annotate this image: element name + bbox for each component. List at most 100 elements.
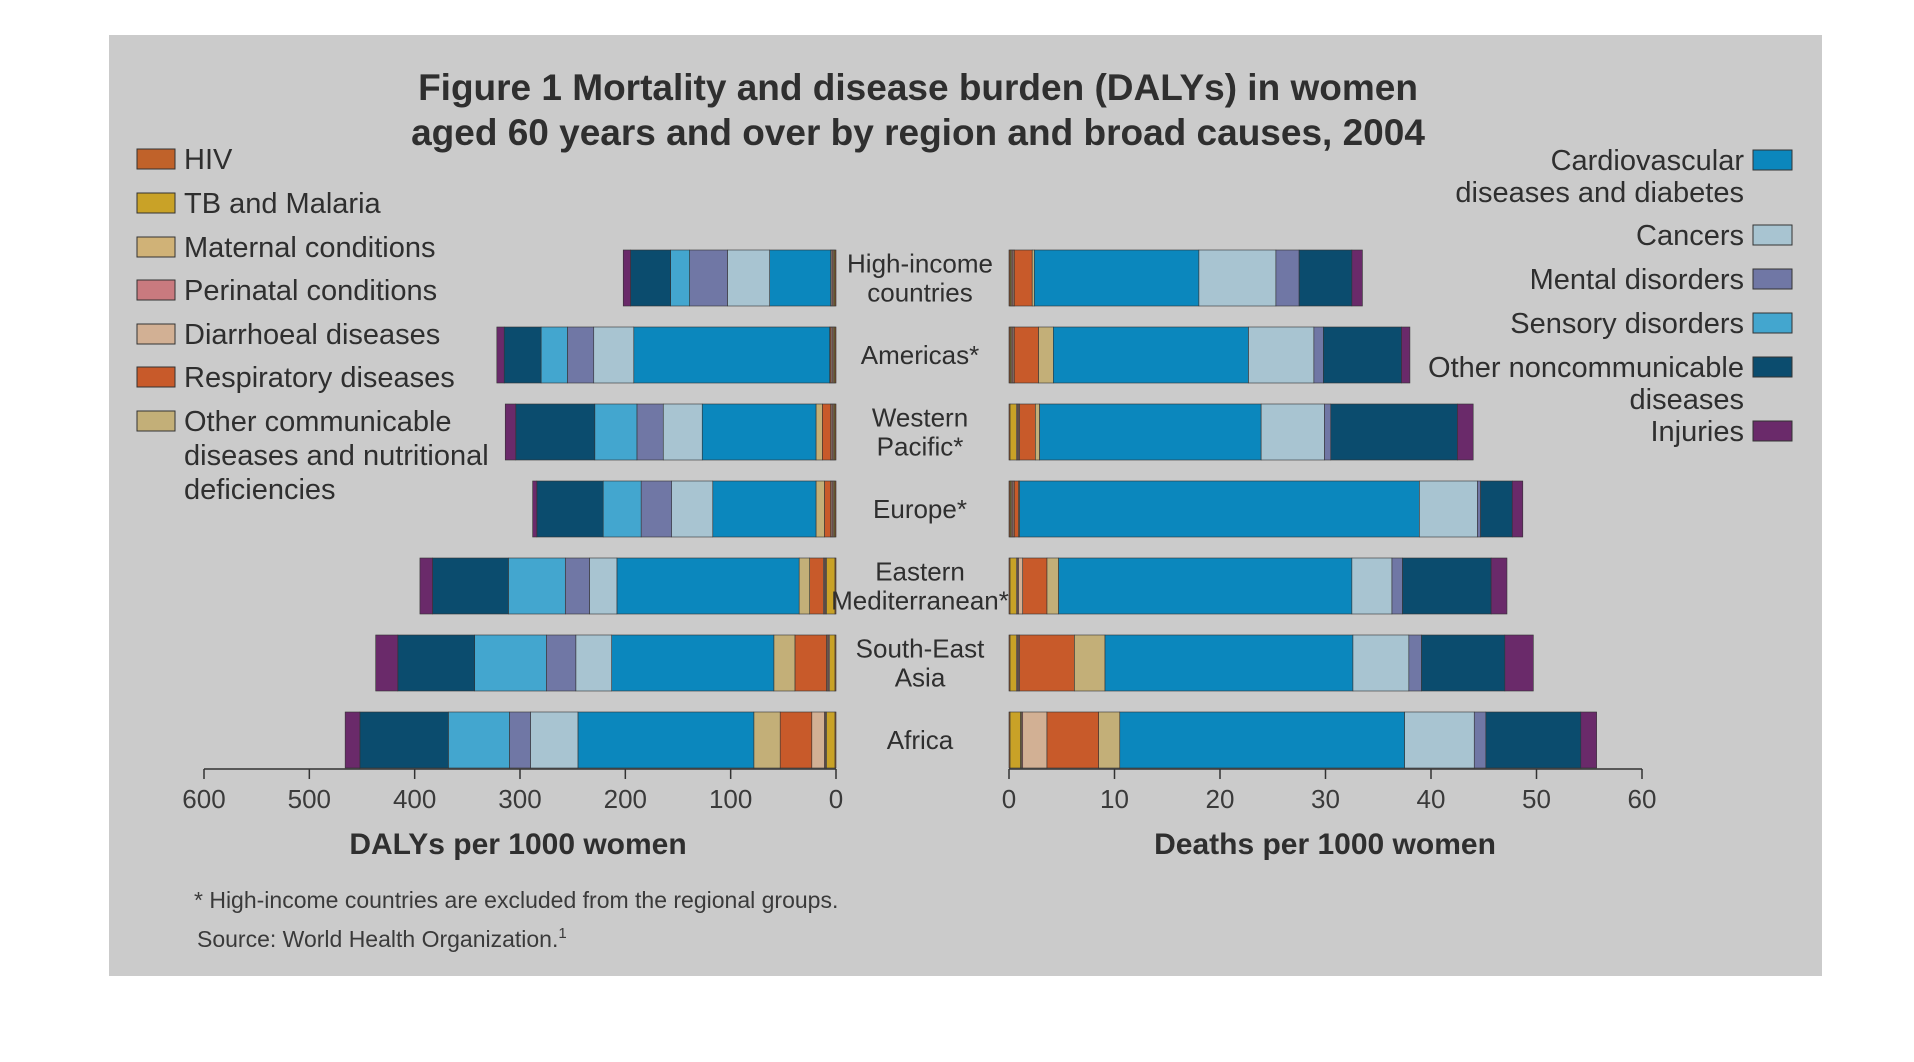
legend-swatch-mental-disorders (1752, 268, 1793, 290)
chart-title-line-1: Figure 1 Mortality and disease burden (D… (418, 67, 1418, 108)
legend-label-line: Other communicable (184, 406, 452, 438)
legend-label-cancers: Cancers (1636, 220, 1744, 252)
legend-label-respiratory-diseases: Respiratory diseases (184, 362, 455, 394)
deaths-bar-south-east-asia-other-communicable-diseases-and-nutritional-deficiencies (1074, 634, 1106, 692)
deaths-bar-europe-mental-disorders (1477, 480, 1481, 538)
dalys-bar-south-east-asia-sensory-disorders (474, 634, 547, 692)
deaths-bar-eastern-mediterranean-tb-and-malaria (1009, 557, 1017, 615)
deaths-bar-europe-cancers (1419, 480, 1478, 538)
dalys-tick-label: 0 (829, 784, 843, 814)
dalys-bar-africa-diarrhoeal-diseases (811, 711, 825, 769)
footnote: * High-income countries are excluded fro… (194, 887, 838, 913)
legend-label-hiv: HIV (184, 144, 233, 176)
dalys-bar-europe-injuries (532, 480, 538, 538)
deaths-bar-eastern-mediterranean-other-communicable-diseases-and-nutritional-deficiencies (1046, 557, 1059, 615)
legend-label-line: HIV (184, 144, 233, 176)
legend-swatch-injuries (1752, 420, 1793, 442)
legend-label-line: diseases (1630, 384, 1744, 416)
deaths-bar-south-east-asia-cancers (1352, 634, 1410, 692)
dalys-bar-americas-cardiovascular-diseases-and-diabetes (633, 326, 830, 384)
dalys-bar-south-east-asia-other-noncommunicable-diseases (397, 634, 475, 692)
legend-label-line: Cardiovascular (1551, 145, 1745, 177)
region-label-line: Africa (887, 725, 954, 755)
dalys-bars (344, 249, 837, 769)
chart-title: Figure 1 Mortality and disease burden (D… (411, 67, 1425, 153)
dalys-bar-south-east-asia-cardiovascular-diseases-and-diabetes (611, 634, 775, 692)
legend-label-line: Mental disorders (1530, 264, 1744, 296)
dalys-bar-africa-other-noncommunicable-diseases (359, 711, 449, 769)
deaths-bar-eastern-mediterranean-mental-disorders (1391, 557, 1403, 615)
region-label-line: Europe* (873, 494, 967, 524)
deaths-bar-americas-injuries (1401, 326, 1411, 384)
deaths-bar-western-pacific-other-communicable-diseases-and-nutritional-deficiencies (1035, 403, 1040, 461)
deaths-bar-europe-cardiovascular-diseases-and-diabetes (1019, 480, 1420, 538)
deaths-tick-label: 20 (1206, 784, 1235, 814)
dalys-bar-africa-mental-disorders (509, 711, 531, 769)
legend-swatch-cancers (1752, 224, 1793, 246)
dalys-bar-high-income-countries-sensory-disorders (670, 249, 690, 307)
dalys-bar-africa-cancers (530, 711, 579, 769)
dalys-axis-title: DALYs per 1000 women (349, 828, 686, 861)
deaths-bar-eastern-mediterranean-injuries (1490, 557, 1508, 615)
dalys-bar-eastern-mediterranean-cardiovascular-diseases-and-diabetes (616, 557, 800, 615)
dalys-bar-western-pacific-respiratory-diseases (822, 403, 832, 461)
legend-label-line: Injuries (1651, 416, 1745, 448)
dalys-bar-eastern-mediterranean-injuries (419, 557, 433, 615)
legend-swatch-tb-and-malaria (136, 192, 176, 214)
legend-label-other-communicable-diseases-and-nutritional-deficiencies: Other communicable diseases and nutrition… (184, 406, 489, 506)
deaths-bar-europe-respiratory-diseases (1013, 480, 1019, 538)
dalys-bar-western-pacific-cardiovascular-diseases-and-diabetes (701, 403, 817, 461)
source-superscript: 1 (558, 925, 566, 942)
legend-label-line: diseases and diabetes (1455, 177, 1744, 209)
dalys-bar-europe-other-communicable-diseases-and-nutritional-deficiencies (815, 480, 825, 538)
deaths-bar-eastern-mediterranean-respiratory-diseases (1022, 557, 1048, 615)
deaths-bar-americas-respiratory-diseases (1013, 326, 1039, 384)
legend-label-perinatal-conditions: Perinatal conditions (184, 275, 437, 307)
deaths-bar-western-pacific-other-noncommunicable-diseases (1330, 403, 1458, 461)
legend-swatch-maternal-conditions (136, 236, 176, 258)
legend-left: HIV TB and Malaria Maternal conditions Peri… (136, 144, 489, 506)
legend-label-line: Perinatal conditions (184, 275, 437, 307)
deaths-bar-africa-respiratory-diseases (1046, 711, 1099, 769)
dalys-tick-label: 300 (498, 784, 541, 814)
deaths-bar-europe-other-noncommunicable-diseases (1480, 480, 1513, 538)
deaths-axis-title: Deaths per 1000 women (1154, 828, 1496, 861)
dalys-axis: 600 500 400 300 200 100 0 (182, 768, 843, 814)
deaths-bar-western-pacific-cancers (1260, 403, 1325, 461)
legend-label-line: TB and Malaria (184, 188, 382, 220)
legend-swatch-cardiovascular-diseases-and-diabetes (1752, 149, 1793, 171)
dalys-bar-western-pacific-other-noncommunicable-diseases (515, 403, 596, 461)
legend-label-cardiovascular-diseases-and-diabetes: Cardiovascular diseases and diabetes (1455, 145, 1744, 209)
deaths-bar-south-east-asia-other-noncommunicable-diseases (1421, 634, 1506, 692)
region-label-line: countries (867, 278, 973, 308)
dalys-bar-eastern-mediterranean-sensory-disorders (508, 557, 566, 615)
dalys-bar-south-east-asia-tb-and-malaria (829, 634, 836, 692)
deaths-bar-western-pacific-respiratory-diseases (1019, 403, 1036, 461)
legend-swatch-sensory-disorders (1752, 312, 1793, 334)
region-label-line: Eastern (875, 557, 965, 587)
legend-label-injuries: Injuries (1651, 416, 1745, 448)
dalys-tick-label: 600 (182, 784, 225, 814)
legend-label-line: Maternal conditions (184, 232, 435, 264)
legend-label-sensory-disorders: Sensory disorders (1510, 308, 1744, 340)
region-label-line: Asia (895, 663, 946, 693)
region-label-western-pacific: Western Pacific* (872, 403, 968, 462)
dalys-bar-western-pacific-mental-disorders (636, 403, 664, 461)
dalys-bar-europe-mental-disorders (640, 480, 672, 538)
legend-swatch-respiratory-diseases (136, 366, 176, 388)
legend-right: Cardiovascular diseases and diabetes Cance… (1428, 145, 1793, 448)
source-text: Source: World Health Organization. (197, 926, 558, 952)
deaths-bar-high-income-countries-other-noncommunicable-diseases (1298, 249, 1353, 307)
region-label-line: Pacific* (877, 432, 964, 462)
region-label-americas: Americas* (861, 340, 979, 370)
dalys-bar-africa-respiratory-diseases (779, 711, 813, 769)
dalys-bar-south-east-asia-mental-disorders (546, 634, 577, 692)
deaths-tick-label: 30 (1311, 784, 1340, 814)
region-label-high-income-countries: High-income countries (847, 249, 993, 308)
legend-label-maternal-conditions: Maternal conditions (184, 232, 435, 264)
deaths-bar-western-pacific-cardiovascular-diseases-and-diabetes (1039, 403, 1262, 461)
dalys-bar-africa-cardiovascular-diseases-and-diabetes (577, 711, 755, 769)
deaths-bar-americas-mental-disorders (1313, 326, 1324, 384)
deaths-bar-africa-other-noncommunicable-diseases (1485, 711, 1582, 769)
